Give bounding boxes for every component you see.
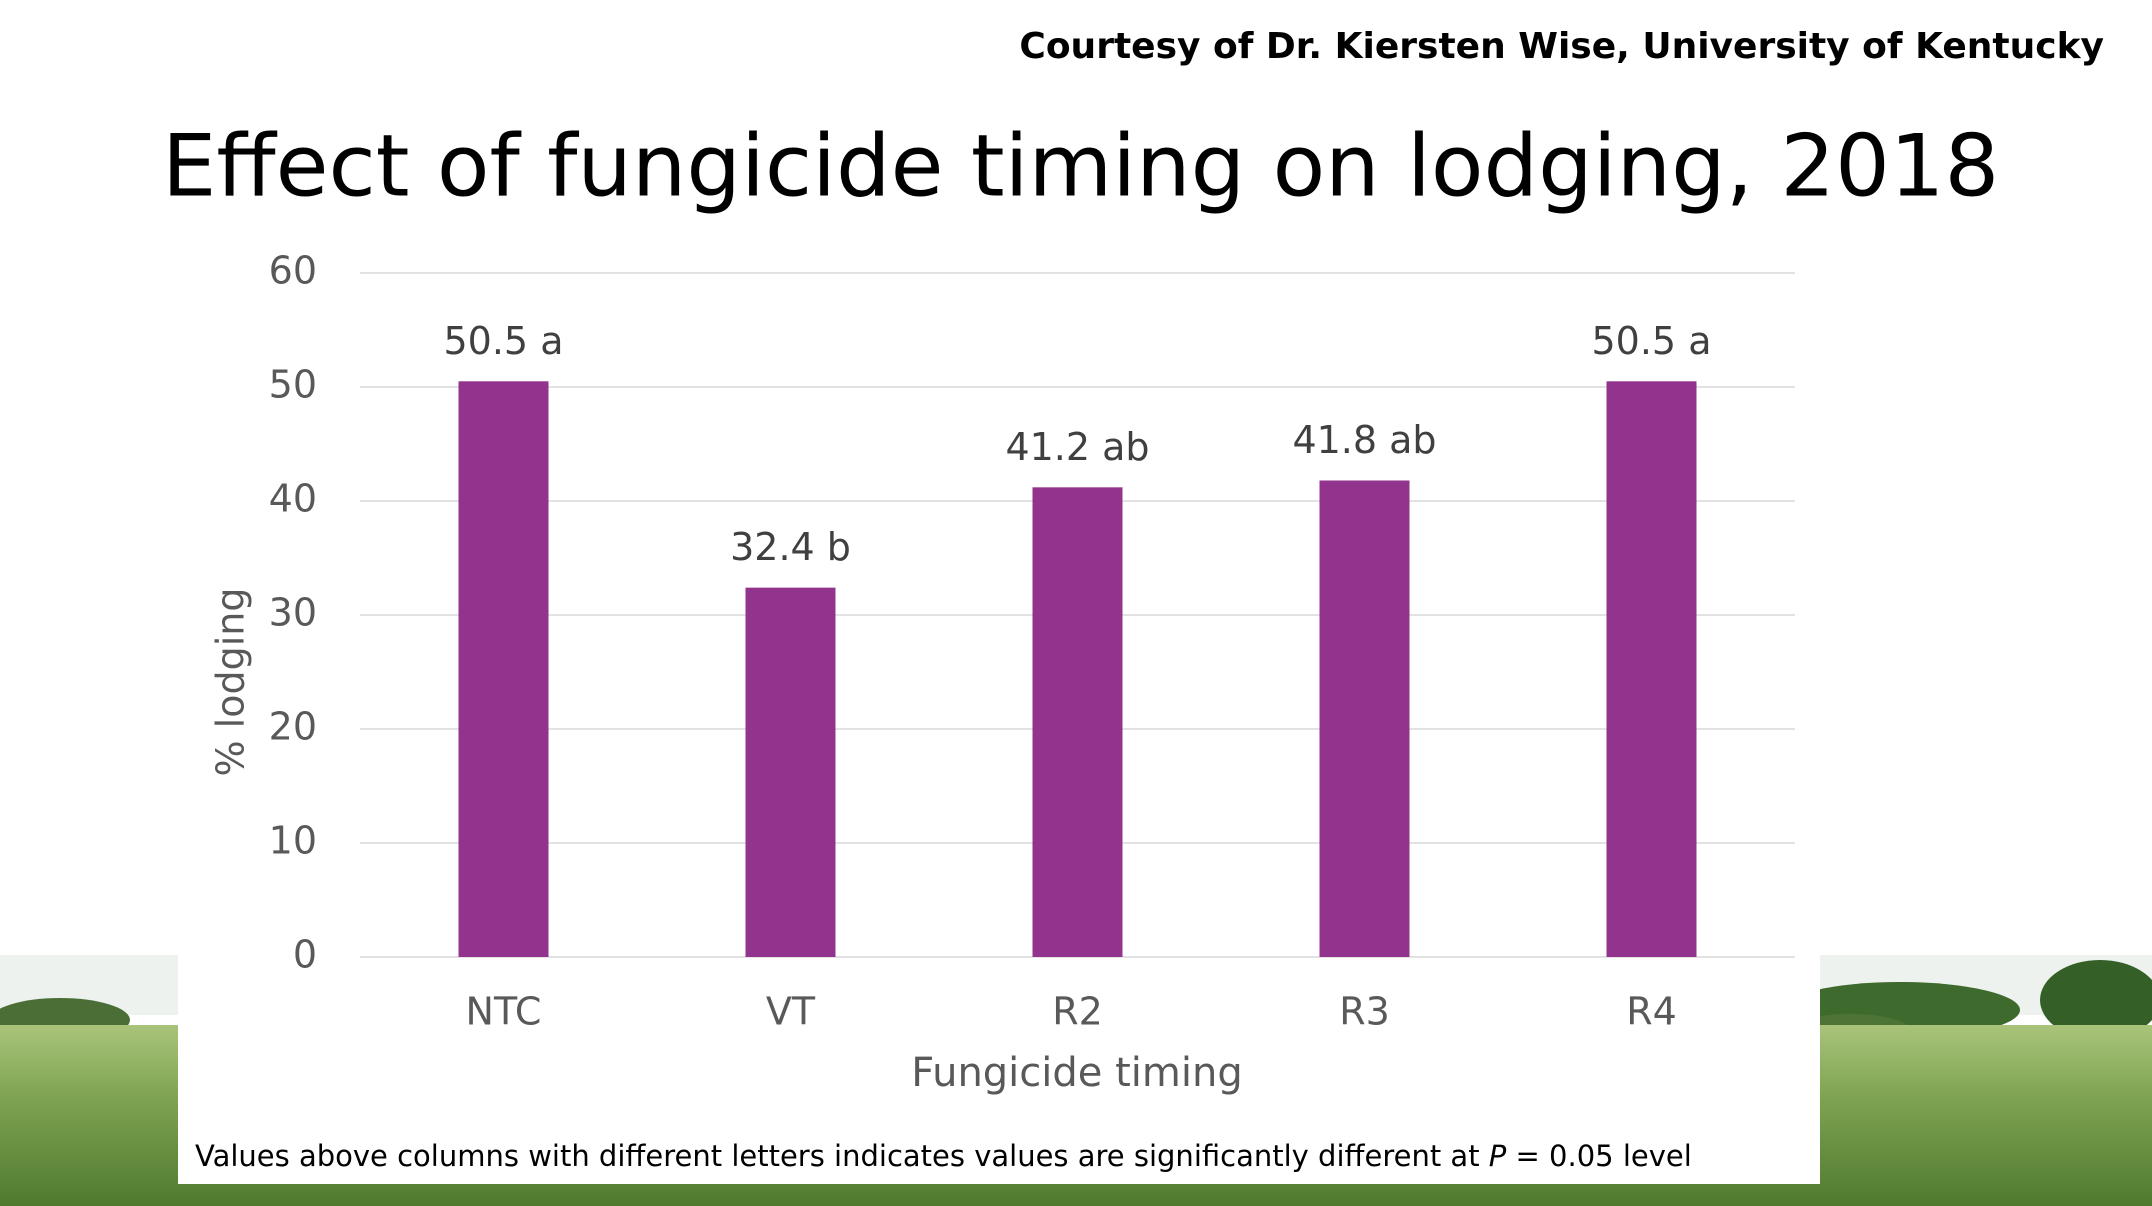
y-tick-label: 20 [269,705,317,749]
footnote-text: Values above columns with different lett… [195,1139,1489,1173]
data-label: 50.5 a [444,319,564,363]
x-tick-label: VT [766,990,816,1034]
data-label: 41.8 ab [1292,418,1436,462]
y-tick-label: 10 [269,819,317,863]
x-axis-title: Fungicide timing [911,1050,1242,1096]
x-tick-label: R3 [1339,990,1390,1034]
footnote: Values above columns with different lett… [195,1139,1692,1173]
y-tick-label: 40 [269,477,317,521]
x-tick-label: NTC [466,990,542,1034]
y-tick-label: 50 [269,363,317,407]
y-axis-title: % lodging [209,588,253,777]
chart-title: Effect of fungicide timing on lodging, 2… [162,116,1999,216]
data-label: 32.4 b [730,525,851,569]
footnote-symbol: P [1489,1139,1507,1173]
y-tick-label: 60 [269,249,317,293]
bar [1319,480,1410,957]
y-tick-label: 0 [293,933,317,977]
x-tick-label: R2 [1052,990,1103,1034]
credit: Courtesy of Dr. Kiersten Wise, Universit… [1019,26,2104,67]
bar [1606,381,1697,957]
footnote-text: = 0.05 level [1506,1139,1691,1173]
y-tick-label: 30 [269,591,317,635]
x-tick-label: R4 [1626,990,1677,1034]
data-label: 50.5 a [1592,319,1712,363]
bar [1032,487,1123,957]
bar [745,587,836,957]
data-label: 41.2 ab [1005,425,1149,469]
chart-panel [178,265,1820,1184]
bar [458,381,549,957]
